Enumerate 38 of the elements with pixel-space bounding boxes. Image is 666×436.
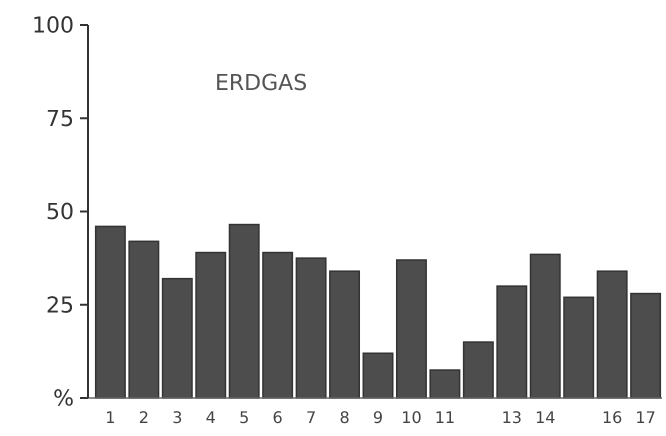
bar: [596, 270, 628, 399]
y-tick-label: 75: [46, 106, 74, 132]
x-tick-label: 11: [434, 408, 456, 427]
x-tick-label: 2: [138, 408, 149, 427]
y-tick-label: 50: [46, 200, 74, 226]
x-tick-label: 17: [635, 408, 656, 427]
y-tick-label: %: [53, 386, 74, 412]
x-tick-label: 7: [306, 408, 316, 427]
bar: [94, 226, 126, 399]
bar: [128, 240, 160, 399]
bar: [429, 369, 460, 399]
bar: [195, 252, 226, 399]
bar: [329, 270, 360, 399]
bar: [228, 224, 260, 399]
x-tick-label: 5: [239, 408, 250, 427]
bar: [530, 254, 561, 399]
bar: [162, 278, 193, 399]
bar: [563, 296, 594, 399]
text: ERDGAS: [215, 71, 308, 96]
bar: [396, 259, 427, 399]
bar: [262, 252, 294, 399]
y-tick-label: 25: [46, 293, 74, 318]
y-tick-label: 100: [32, 14, 74, 39]
x-tick-label: 6: [272, 408, 283, 427]
bar: [496, 285, 528, 399]
bar: [462, 341, 494, 399]
x-tick-label: 8: [339, 408, 350, 427]
x-tick-label: 14: [535, 408, 556, 427]
bar: [296, 257, 327, 399]
bar: [630, 292, 662, 399]
bar: [362, 352, 394, 399]
x-tick-label: 9: [372, 408, 384, 427]
x-tick-label: 1: [105, 408, 116, 427]
x-tick-label: 3: [172, 408, 182, 427]
x-tick-label: 4: [206, 408, 216, 427]
x-tick-label: 16: [602, 408, 622, 427]
x-tick-label: 13: [502, 408, 522, 427]
x-tick-label: 10: [401, 408, 422, 427]
